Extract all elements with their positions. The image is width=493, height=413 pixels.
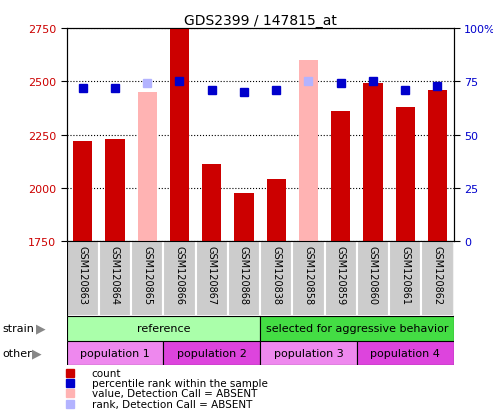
Bar: [260, 316, 454, 341]
Bar: [67, 316, 260, 341]
Bar: [138, 93, 157, 242]
Bar: [170, 29, 189, 242]
Text: other: other: [2, 348, 32, 358]
Text: GSM120862: GSM120862: [432, 245, 442, 304]
Bar: [260, 341, 357, 366]
Bar: [395, 108, 415, 242]
Text: rank, Detection Call = ABSENT: rank, Detection Call = ABSENT: [92, 399, 252, 409]
Text: population 4: population 4: [370, 348, 440, 358]
Bar: [228, 242, 260, 316]
Text: reference: reference: [137, 323, 190, 333]
Bar: [357, 242, 389, 316]
Text: population 1: population 1: [80, 348, 150, 358]
Bar: [67, 341, 163, 366]
Bar: [73, 142, 92, 242]
Bar: [292, 242, 324, 316]
Bar: [131, 242, 163, 316]
Bar: [106, 140, 125, 242]
Text: population 2: population 2: [177, 348, 246, 358]
Text: population 3: population 3: [274, 348, 343, 358]
Text: ▶: ▶: [32, 347, 42, 360]
Bar: [202, 165, 221, 242]
Text: strain: strain: [2, 323, 35, 333]
Bar: [324, 242, 357, 316]
Bar: [260, 242, 292, 316]
Text: GSM120838: GSM120838: [271, 245, 281, 304]
Bar: [99, 242, 131, 316]
Bar: [299, 61, 318, 242]
Bar: [331, 112, 351, 242]
Text: ▶: ▶: [35, 322, 45, 335]
Text: GSM120860: GSM120860: [368, 245, 378, 304]
Text: selected for aggressive behavior: selected for aggressive behavior: [266, 323, 448, 333]
Bar: [389, 242, 422, 316]
Text: GSM120863: GSM120863: [78, 245, 88, 304]
Bar: [363, 84, 383, 242]
Text: GSM120859: GSM120859: [336, 245, 346, 304]
Bar: [267, 180, 286, 242]
Bar: [196, 242, 228, 316]
Bar: [67, 242, 99, 316]
Bar: [234, 194, 253, 242]
Bar: [357, 341, 454, 366]
Title: GDS2399 / 147815_at: GDS2399 / 147815_at: [183, 14, 337, 28]
Text: GSM120861: GSM120861: [400, 245, 410, 304]
Text: value, Detection Call = ABSENT: value, Detection Call = ABSENT: [92, 388, 257, 399]
Bar: [422, 242, 454, 316]
Text: GSM120865: GSM120865: [142, 245, 152, 304]
Text: GSM120864: GSM120864: [110, 245, 120, 304]
Bar: [163, 341, 260, 366]
Text: GSM120867: GSM120867: [207, 245, 217, 304]
Text: percentile rank within the sample: percentile rank within the sample: [92, 378, 268, 388]
Text: GSM120858: GSM120858: [303, 245, 314, 304]
Text: GSM120866: GSM120866: [175, 245, 184, 304]
Text: GSM120868: GSM120868: [239, 245, 249, 304]
Bar: [163, 242, 196, 316]
Bar: [428, 90, 447, 242]
Text: count: count: [92, 368, 121, 378]
